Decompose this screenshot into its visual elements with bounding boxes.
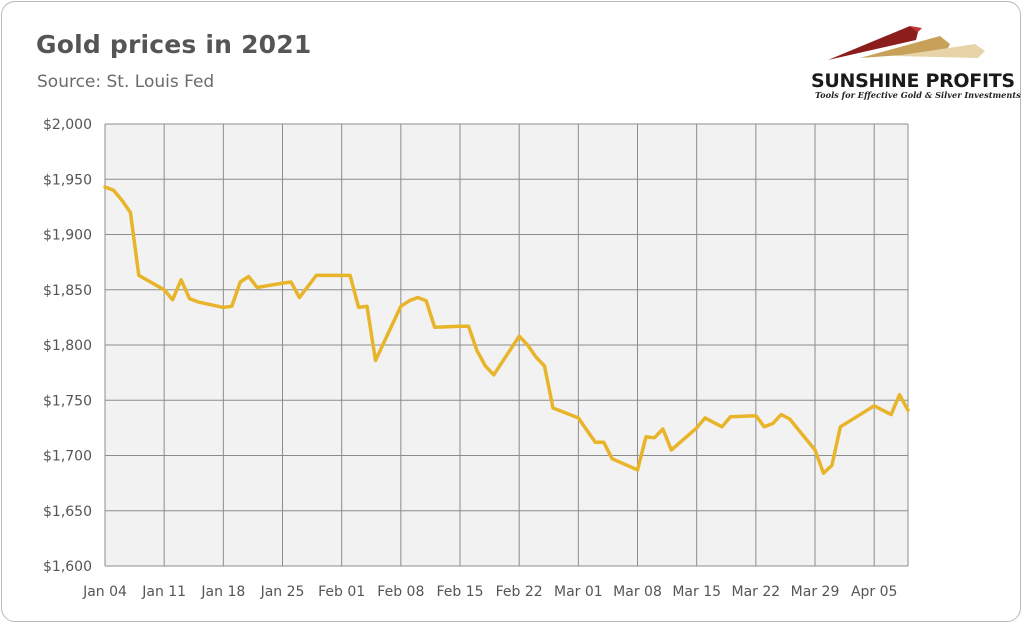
x-tick-label: Jan 11 bbox=[141, 584, 186, 600]
logo-tagline: Tools for Effective Gold & Silver Invest… bbox=[815, 90, 1021, 100]
y-tick-label: $1,750 bbox=[43, 393, 92, 409]
x-tick-label: Feb 01 bbox=[318, 584, 365, 600]
logo-wordmark: SUNSHINE PROFITS bbox=[811, 70, 1015, 92]
y-tick-label: $1,650 bbox=[43, 504, 92, 520]
x-tick-label: Apr 05 bbox=[851, 584, 897, 600]
series-line-gold-price bbox=[103, 185, 910, 475]
y-tick-label: $1,900 bbox=[43, 228, 92, 244]
y-tick-label: $1,950 bbox=[43, 172, 92, 188]
x-tick-label: Mar 01 bbox=[554, 584, 603, 600]
x-tick-label: Mar 29 bbox=[791, 584, 840, 600]
x-tick-label: Jan 04 bbox=[82, 584, 127, 600]
x-tick-label: Mar 15 bbox=[672, 584, 721, 600]
y-tick-label: $2,000 bbox=[43, 117, 92, 133]
chart-title: Gold prices in 2021 bbox=[36, 30, 312, 59]
x-tick-label: Jan 18 bbox=[200, 584, 245, 600]
x-tick-label: Feb 08 bbox=[377, 584, 424, 600]
sunshine-profits-logo-icon bbox=[828, 26, 985, 60]
chart-subtitle: Source: St. Louis Fed bbox=[37, 72, 215, 92]
y-tick-label: $1,700 bbox=[43, 449, 92, 465]
y-tick-label: $1,600 bbox=[43, 559, 92, 575]
x-tick-label: Mar 08 bbox=[613, 584, 662, 600]
x-tick-label: Jan 25 bbox=[260, 584, 305, 600]
x-tick-label: Feb 22 bbox=[496, 584, 543, 600]
y-tick-label: $1,850 bbox=[43, 283, 92, 299]
x-tick-label: Feb 15 bbox=[436, 584, 483, 600]
y-tick-label: $1,800 bbox=[43, 338, 92, 354]
x-tick-label: Mar 22 bbox=[732, 584, 781, 600]
